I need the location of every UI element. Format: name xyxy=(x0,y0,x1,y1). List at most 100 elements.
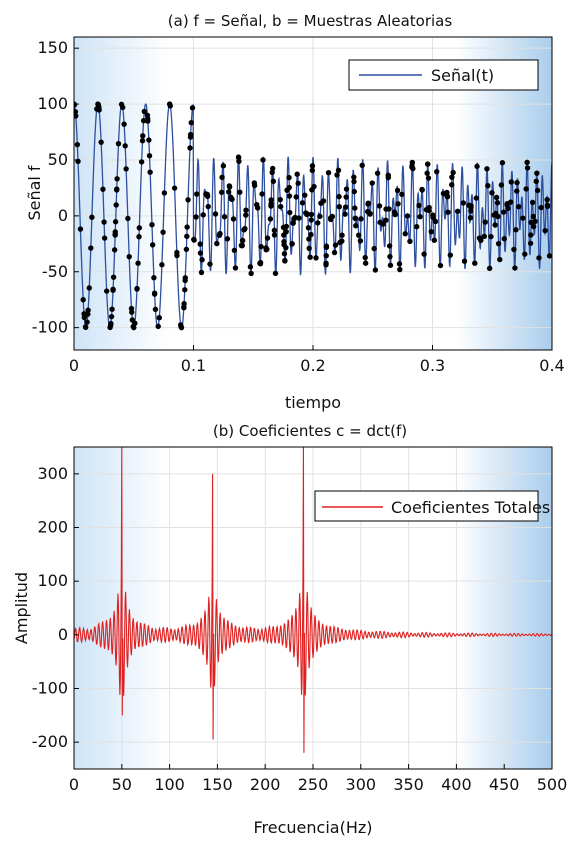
chart-a-sample-point xyxy=(198,269,205,276)
chart-a-ytick-label: 100 xyxy=(37,94,68,113)
chart-a-sample-point xyxy=(146,137,152,143)
chart-a-sample-point xyxy=(237,189,243,195)
chart-b-ytick-label: -100 xyxy=(32,679,68,698)
chart-a-sample-point xyxy=(171,185,178,191)
chart-a-sample-point xyxy=(343,194,349,200)
chart-a-sample-point xyxy=(74,141,81,148)
chart-a-sample-point xyxy=(309,167,316,174)
chart-a-sample-point xyxy=(199,257,205,263)
chart-a-sample-point xyxy=(109,306,115,312)
chart-a-sample-point xyxy=(445,209,451,215)
chart-a-sample-point xyxy=(228,194,234,200)
chart-a-sample-point xyxy=(242,226,248,232)
chart-a-sample-point xyxy=(144,116,151,122)
chart-a-sample-point xyxy=(110,274,117,280)
chart-a-sample-point xyxy=(425,175,432,181)
chart-a-sample-point xyxy=(112,219,119,225)
chart-a-sample-point xyxy=(286,184,292,191)
chart-a-sample-point xyxy=(217,231,223,237)
chart-b-legend: Coeficientes Totales xyxy=(314,490,550,522)
chart-a-sample-point xyxy=(434,168,440,175)
chart-a-sample-point xyxy=(544,196,550,203)
chart-a-sample-point xyxy=(523,186,529,192)
chart-a-sample-point xyxy=(386,206,392,212)
chart-a-sample-point xyxy=(231,247,238,254)
chart-b-legend-box xyxy=(314,490,539,522)
chart-a-sample-point xyxy=(311,183,317,190)
chart-a-sample-point xyxy=(82,324,89,331)
chart-a-sample-point xyxy=(120,104,126,111)
chart-a-sample-point xyxy=(372,267,379,273)
chart-a-sample-point xyxy=(136,225,143,231)
chart-b-xtick-label: 350 xyxy=(393,775,424,794)
chart-a-sample-point xyxy=(546,253,552,259)
chart-a-sample-point xyxy=(530,213,536,220)
chart-a-sample-point xyxy=(357,238,364,244)
chart-a-sample-point xyxy=(293,194,299,200)
chart-a-sample-point xyxy=(268,197,274,203)
chart-a-sample-point xyxy=(291,216,297,222)
chart-a-sample-point xyxy=(343,186,350,192)
chart-a-sample-point xyxy=(447,252,454,258)
chart-a-sample-point xyxy=(404,213,411,219)
chart-a-sample-point xyxy=(224,236,231,242)
chart-a-sample-point xyxy=(269,169,275,176)
chart-b-xtick-label: 100 xyxy=(154,775,185,794)
chart-a-sample-point xyxy=(277,196,283,203)
chart-b-xtick-label: 0 xyxy=(69,775,79,794)
chart-a-sample-point xyxy=(187,134,194,140)
chart-a-sample-point xyxy=(437,262,444,269)
chart-a-sample-point xyxy=(182,275,188,281)
chart-a-sample-point xyxy=(161,190,168,196)
chart-a-sample-point xyxy=(329,213,335,220)
chart-b-xlabel: Frecuencia(Hz) xyxy=(254,818,373,837)
chart-a-sample-point xyxy=(197,250,204,256)
chart-b-title: (b) Coeficientes c = dct(f) xyxy=(213,422,407,440)
chart-a-sample-point xyxy=(512,265,518,271)
chart-a-sample-point xyxy=(159,262,165,268)
chart-a-xtick-label: 0.3 xyxy=(420,356,445,375)
chart-a-sample-point xyxy=(450,169,456,176)
chart-a-sample-point xyxy=(101,219,107,225)
chart-a-sample-point xyxy=(353,223,359,229)
chart-a-sample-point xyxy=(325,170,332,176)
chart-a-sample-point xyxy=(147,169,153,175)
chart-a-sample-point xyxy=(283,228,289,235)
chart-a-sample-point xyxy=(421,251,427,257)
chart-a-sample-point xyxy=(214,240,220,247)
chart-a-sample-point xyxy=(343,204,349,210)
chart-a-sample-point xyxy=(152,306,159,313)
chart-a-sample-point xyxy=(130,323,136,330)
chart-a-sample-point xyxy=(85,311,91,317)
chart-a-sample-point xyxy=(138,159,145,165)
chart-a-sample-point xyxy=(387,253,393,260)
chart-a-sample-point xyxy=(362,260,369,266)
chart-a-sample-point xyxy=(337,239,343,246)
chart-a-sample-point xyxy=(352,215,358,221)
chart-a-sample-point xyxy=(235,154,242,161)
chart-a-sample-point xyxy=(508,199,514,205)
chart-a-sample-point xyxy=(257,259,264,266)
chart-a-sample-point xyxy=(494,200,501,206)
chart-a-sample-point xyxy=(271,232,278,238)
chart-a-sample-point xyxy=(309,163,316,169)
chart-a-sample-point xyxy=(499,160,506,166)
chart-a-sample-point xyxy=(527,240,534,246)
chart-a-ytick-label: 150 xyxy=(37,38,68,57)
chart-a-sample-point xyxy=(289,241,295,247)
chart-b-ytick-label: 100 xyxy=(37,571,68,590)
chart-a-sample-point xyxy=(141,108,148,115)
chart-b-xtick-label: 450 xyxy=(489,775,520,794)
chart-a-sample-point xyxy=(386,243,393,249)
chart-a-sample-point xyxy=(286,193,293,199)
chart-a-sample-point xyxy=(395,201,401,207)
chart-a-sample-point xyxy=(89,214,95,220)
chart-a-sample-point xyxy=(111,247,118,253)
chart-a-sample-point xyxy=(466,202,472,208)
chart-a-sample-point xyxy=(248,270,254,277)
chart-a-sample-point xyxy=(189,105,196,111)
chart-a-sample-point xyxy=(374,170,381,176)
chart-a-sample-point xyxy=(140,133,146,139)
chart-a-sample-point xyxy=(247,264,254,270)
chart-a-signal-line xyxy=(74,103,552,329)
